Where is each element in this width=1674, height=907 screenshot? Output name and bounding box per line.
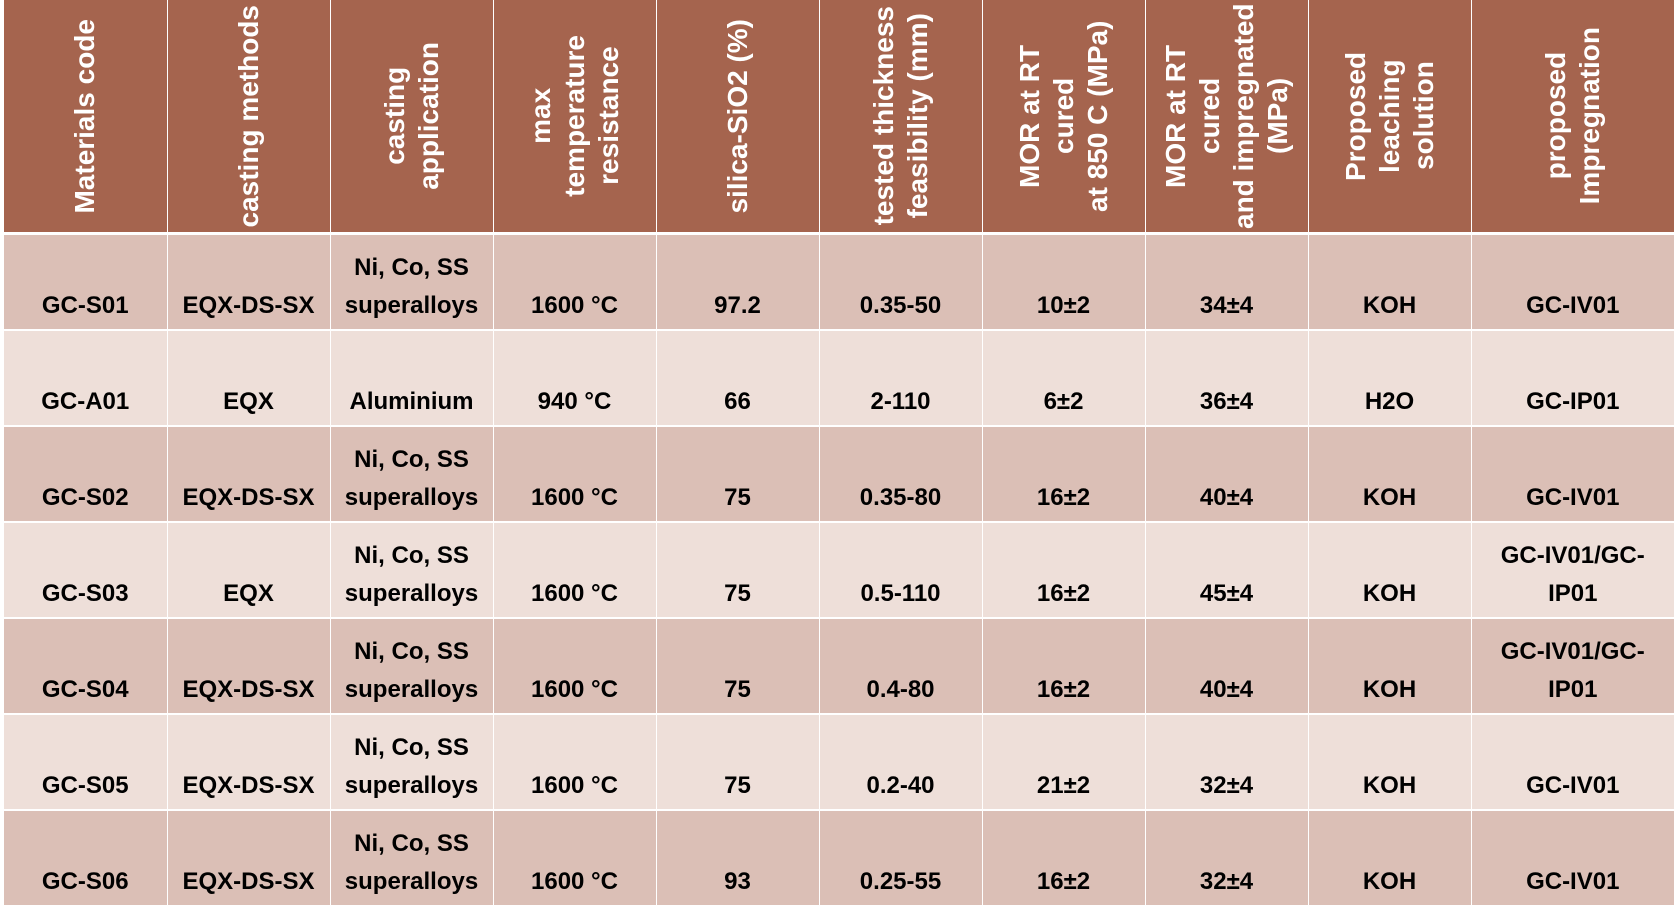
cell-thickness: 0.5-110	[819, 522, 983, 619]
cell-silica: 75	[656, 426, 820, 523]
cell-max-temperature: 1600 °C	[493, 233, 657, 331]
cell-impregnation: GC-IV01/GC- IP01	[1471, 522, 1674, 619]
cell-casting-application: Ni, Co, SS superalloys	[330, 714, 494, 811]
cell-thickness: 0.2-40	[819, 714, 983, 811]
table-body: GC-S01 EQX-DS-SX Ni, Co, SS superalloys 160…	[4, 233, 1674, 907]
cell-casting-method: EQX-DS-SX	[167, 233, 331, 331]
cell-casting-application: Ni, Co, SS superalloys	[330, 618, 494, 715]
cell-mor-impregnated: 32±4	[1145, 810, 1309, 907]
cell-max-temperature: 940 °C	[493, 330, 657, 427]
header-thickness: tested thickness feasibility (mm)	[819, 0, 983, 235]
cell-thickness: 0.35-50	[819, 233, 983, 331]
cell-materials-code: GC-S03	[4, 522, 168, 619]
table-row: GC-A01 EQX Aluminium 940 °C 66 2-110 6±2 36±4 H2…	[4, 330, 1674, 427]
cell-mor-cured: 16±2	[982, 426, 1146, 523]
cell-impregnation: GC-IV01	[1471, 233, 1674, 331]
cell-impregnation: GC-IP01	[1471, 330, 1674, 427]
cell-impregnation: GC-IV01	[1471, 426, 1674, 523]
cell-materials-code: GC-S02	[4, 426, 168, 523]
cell-mor-cured: 16±2	[982, 810, 1146, 907]
table-row: GC-S05 EQX-DS-SX Ni, Co, SS superalloys 160…	[4, 714, 1674, 811]
header-leaching-solution: Proposed leaching solution	[1308, 0, 1472, 235]
cell-leaching-solution: KOH	[1308, 810, 1472, 907]
materials-table: Materials code casting methods casting a…	[4, 0, 1674, 907]
cell-max-temperature: 1600 °C	[493, 618, 657, 715]
cell-impregnation: GC-IV01	[1471, 810, 1674, 907]
cell-mor-cured: 10±2	[982, 233, 1146, 331]
cell-silica: 66	[656, 330, 820, 427]
table-row: GC-S02 EQX-DS-SX Ni, Co, SS superalloys 160…	[4, 426, 1674, 523]
table-row: GC-S01 EQX-DS-SX Ni, Co, SS superalloys 160…	[4, 233, 1674, 331]
cell-leaching-solution: KOH	[1308, 714, 1472, 811]
cell-casting-method: EQX-DS-SX	[167, 714, 331, 811]
cell-casting-application: Ni, Co, SS superalloys	[330, 426, 494, 523]
header-materials-code: Materials code	[4, 0, 168, 235]
table-row: GC-S06 EQX-DS-SX Ni, Co, SS superalloys 160…	[4, 810, 1674, 907]
cell-mor-impregnated: 36±4	[1145, 330, 1309, 427]
header-row: Materials code casting methods casting a…	[4, 0, 1674, 235]
cell-leaching-solution: KOH	[1308, 233, 1472, 331]
cell-mor-impregnated: 40±4	[1145, 426, 1309, 523]
cell-mor-impregnated: 40±4	[1145, 618, 1309, 715]
cell-max-temperature: 1600 °C	[493, 426, 657, 523]
cell-materials-code: GC-S01	[4, 233, 168, 331]
cell-mor-cured: 6±2	[982, 330, 1146, 427]
cell-thickness: 0.35-80	[819, 426, 983, 523]
header-mor-cured: MOR at RT cured at 850 C (MPa)	[982, 0, 1146, 235]
cell-casting-method: EQX-DS-SX	[167, 810, 331, 907]
cell-silica: 75	[656, 522, 820, 619]
cell-silica: 97.2	[656, 233, 820, 331]
table-row: GC-S04 EQX-DS-SX Ni, Co, SS superalloys 160…	[4, 618, 1674, 715]
cell-thickness: 0.4-80	[819, 618, 983, 715]
cell-thickness: 0.25-55	[819, 810, 983, 907]
cell-casting-method: EQX-DS-SX	[167, 426, 331, 523]
cell-leaching-solution: KOH	[1308, 426, 1472, 523]
cell-impregnation: GC-IV01	[1471, 714, 1674, 811]
cell-materials-code: GC-S05	[4, 714, 168, 811]
cell-max-temperature: 1600 °C	[493, 522, 657, 619]
cell-materials-code: GC-A01	[4, 330, 168, 427]
cell-mor-cured: 16±2	[982, 522, 1146, 619]
cell-max-temperature: 1600 °C	[493, 714, 657, 811]
header-mor-impregnated: MOR at RT cured and impregnated (MPa)	[1145, 0, 1309, 235]
cell-materials-code: GC-S06	[4, 810, 168, 907]
cell-silica: 93	[656, 810, 820, 907]
cell-silica: 75	[656, 714, 820, 811]
header-casting-application: casting application	[330, 0, 494, 235]
cell-mor-impregnated: 34±4	[1145, 233, 1309, 331]
cell-casting-method: EQX	[167, 522, 331, 619]
cell-casting-method: EQX	[167, 330, 331, 427]
cell-mor-cured: 16±2	[982, 618, 1146, 715]
cell-casting-application: Ni, Co, SS superalloys	[330, 810, 494, 907]
cell-impregnation: GC-IV01/GC- IP01	[1471, 618, 1674, 715]
cell-leaching-solution: KOH	[1308, 522, 1472, 619]
materials-table-container: Materials code casting methods casting a…	[4, 0, 1674, 907]
cell-silica: 75	[656, 618, 820, 715]
cell-casting-application: Aluminium	[330, 330, 494, 427]
cell-casting-method: EQX-DS-SX	[167, 618, 331, 715]
cell-max-temperature: 1600 °C	[493, 810, 657, 907]
header-max-temperature: max temperature resistance	[493, 0, 657, 235]
cell-casting-application: Ni, Co, SS superalloys	[330, 233, 494, 331]
cell-mor-impregnated: 32±4	[1145, 714, 1309, 811]
cell-thickness: 2-110	[819, 330, 983, 427]
cell-casting-application: Ni, Co, SS superalloys	[330, 522, 494, 619]
table-row: GC-S03 EQX Ni, Co, SS superalloys 1600 °C 75…	[4, 522, 1674, 619]
header-impregnation: proposed Impregnation	[1471, 0, 1674, 235]
cell-mor-impregnated: 45±4	[1145, 522, 1309, 619]
cell-mor-cured: 21±2	[982, 714, 1146, 811]
cell-materials-code: GC-S04	[4, 618, 168, 715]
cell-leaching-solution: H2O	[1308, 330, 1472, 427]
header-casting-methods: casting methods	[167, 0, 331, 235]
header-silica: silica-SiO2 (%)	[656, 0, 820, 235]
cell-leaching-solution: KOH	[1308, 618, 1472, 715]
